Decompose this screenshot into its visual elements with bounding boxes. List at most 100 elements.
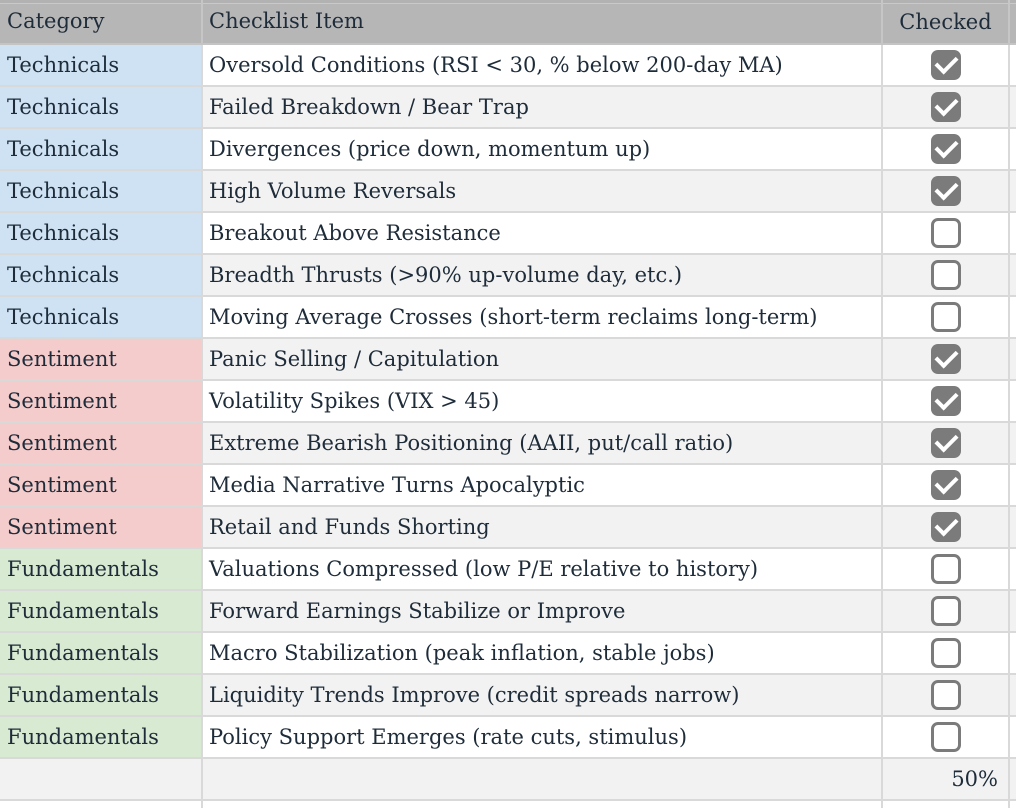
progress-cell[interactable]: 50% xyxy=(883,759,1010,799)
category-cell[interactable]: Sentiment xyxy=(0,423,203,463)
overflow-column-sliver xyxy=(1010,0,1016,43)
checklist-item-label: Divergences (price down, momentum up) xyxy=(209,137,651,161)
checkbox[interactable] xyxy=(930,134,961,164)
checklist-item-cell[interactable]: Liquidity Trends Improve (credit spreads… xyxy=(203,675,883,715)
category-cell[interactable]: Technicals xyxy=(0,87,203,127)
category-label: Sentiment xyxy=(7,515,117,539)
checkmark-icon xyxy=(933,50,959,75)
checklist-item-label: Macro Stabilization (peak inflation, sta… xyxy=(209,641,715,665)
checklist-item-cell[interactable]: Forward Earnings Stabilize or Improve xyxy=(203,591,883,631)
checklist-item-cell[interactable]: Moving Average Crosses (short-term recla… xyxy=(203,297,883,337)
overflow-column-sliver xyxy=(1010,801,1016,808)
checklist-item-cell[interactable]: Volatility Spikes (VIX > 45) xyxy=(203,381,883,421)
category-cell[interactable]: Technicals xyxy=(0,171,203,211)
category-label: Technicals xyxy=(7,221,120,245)
category-label: Fundamentals xyxy=(7,725,159,749)
checkbox[interactable] xyxy=(930,344,961,374)
overflow-column-sliver xyxy=(1010,129,1016,169)
category-cell[interactable]: Sentiment xyxy=(0,507,203,547)
table-row: Sentiment Volatility Spikes (VIX > 45) xyxy=(0,381,1016,423)
checklist-item-cell[interactable]: Media Narrative Turns Apocalyptic xyxy=(203,465,883,505)
overflow-column-sliver xyxy=(1010,759,1016,799)
checkbox[interactable] xyxy=(930,302,961,332)
category-cell[interactable]: Sentiment xyxy=(0,339,203,379)
table-row: Fundamentals Forward Earnings Stabilize … xyxy=(0,591,1016,633)
category-cell[interactable]: Sentiment xyxy=(0,381,203,421)
category-cell[interactable]: Technicals xyxy=(0,45,203,85)
category-cell[interactable]: Technicals xyxy=(0,129,203,169)
overflow-column-sliver xyxy=(1010,465,1016,505)
category-cell[interactable]: Fundamentals xyxy=(0,549,203,589)
category-cell[interactable]: Technicals xyxy=(0,297,203,337)
checklist-item-cell[interactable]: High Volume Reversals xyxy=(203,171,883,211)
checklist-item-cell[interactable]: Macro Stabilization (peak inflation, sta… xyxy=(203,633,883,673)
table-row: Technicals High Volume Reversals xyxy=(0,171,1016,213)
category-label: Fundamentals xyxy=(7,599,159,623)
checklist-item-cell[interactable]: Policy Support Emerges (rate cuts, stimu… xyxy=(203,717,883,757)
category-cell[interactable]: Fundamentals xyxy=(0,591,203,631)
checkmark-icon xyxy=(933,134,959,159)
checklist-item-cell[interactable]: Failed Breakdown / Bear Trap xyxy=(203,87,883,127)
table-row: Technicals Divergences (price down, mome… xyxy=(0,129,1016,171)
progress-row-item-cell[interactable] xyxy=(203,759,883,799)
checklist-item-cell[interactable]: Panic Selling / Capitulation xyxy=(203,339,883,379)
column-header-checklist-item[interactable]: Checklist Item xyxy=(203,0,883,43)
checked-cell xyxy=(883,255,1010,295)
overflow-column-sliver xyxy=(1010,213,1016,253)
checked-cell xyxy=(883,675,1010,715)
checkbox[interactable] xyxy=(930,176,961,206)
category-label: Fundamentals xyxy=(7,557,159,581)
checkbox[interactable] xyxy=(930,638,961,668)
category-cell[interactable]: Technicals xyxy=(0,255,203,295)
checkbox[interactable] xyxy=(930,554,961,584)
checked-cell xyxy=(883,45,1010,85)
category-cell[interactable]: Fundamentals xyxy=(0,633,203,673)
checkbox[interactable] xyxy=(930,386,961,416)
category-cell[interactable]: Sentiment xyxy=(0,465,203,505)
overflow-column-sliver xyxy=(1010,423,1016,463)
checklist-item-cell[interactable]: Retail and Funds Shorting xyxy=(203,507,883,547)
checked-cell xyxy=(883,717,1010,757)
table-row: Fundamentals Policy Support Emerges (rat… xyxy=(0,717,1016,759)
checklist-item-label: Breakout Above Resistance xyxy=(209,221,501,245)
category-label: Sentiment xyxy=(7,473,117,497)
checkbox[interactable] xyxy=(930,512,961,542)
checkbox[interactable] xyxy=(930,428,961,458)
checked-cell xyxy=(883,297,1010,337)
checklist-item-cell[interactable]: Breadth Thrusts (>90% up-volume day, etc… xyxy=(203,255,883,295)
checklist-item-label: Retail and Funds Shorting xyxy=(209,515,490,539)
table-row: Technicals Oversold Conditions (RSI < 30… xyxy=(0,45,1016,87)
checklist-item-cell[interactable]: Valuations Compressed (low P/E relative … xyxy=(203,549,883,589)
table-row: Sentiment Panic Selling / Capitulation xyxy=(0,339,1016,381)
column-header-checked[interactable]: Checked xyxy=(883,0,1010,43)
checkbox[interactable] xyxy=(930,92,961,122)
checkmark-icon xyxy=(933,470,959,495)
checklist-item-cell[interactable]: Extreme Bearish Positioning (AAII, put/c… xyxy=(203,423,883,463)
checklist-item-cell[interactable]: Oversold Conditions (RSI < 30, % below 2… xyxy=(203,45,883,85)
category-cell[interactable]: Fundamentals xyxy=(0,717,203,757)
checklist-item-cell[interactable]: Breakout Above Resistance xyxy=(203,213,883,253)
checklist-item-label: Failed Breakdown / Bear Trap xyxy=(209,95,529,119)
checkbox[interactable] xyxy=(930,218,961,248)
checked-cell xyxy=(883,339,1010,379)
progress-row-category-cell[interactable] xyxy=(0,759,203,799)
column-header-category[interactable]: Category xyxy=(0,0,203,43)
checkbox[interactable] xyxy=(930,260,961,290)
checkbox[interactable] xyxy=(930,50,961,80)
checkbox[interactable] xyxy=(930,596,961,626)
table-row: Fundamentals Liquidity Trends Improve (c… xyxy=(0,675,1016,717)
checkmark-icon xyxy=(933,386,959,411)
checklist-item-label: Panic Selling / Capitulation xyxy=(209,347,500,371)
checkbox[interactable] xyxy=(930,470,961,500)
column-header-checked-label: Checked xyxy=(899,9,992,34)
checklist-item-label: Forward Earnings Stabilize or Improve xyxy=(209,599,626,623)
checkbox[interactable] xyxy=(930,722,961,752)
category-cell[interactable]: Fundamentals xyxy=(0,675,203,715)
checklist-item-label: High Volume Reversals xyxy=(209,179,457,203)
category-cell[interactable]: Technicals xyxy=(0,213,203,253)
overflow-column-sliver xyxy=(1010,255,1016,295)
checkbox[interactable] xyxy=(930,680,961,710)
table-row: Technicals Breakout Above Resistance xyxy=(0,213,1016,255)
checklist-item-cell[interactable]: Divergences (price down, momentum up) xyxy=(203,129,883,169)
checkmark-icon xyxy=(933,176,959,201)
